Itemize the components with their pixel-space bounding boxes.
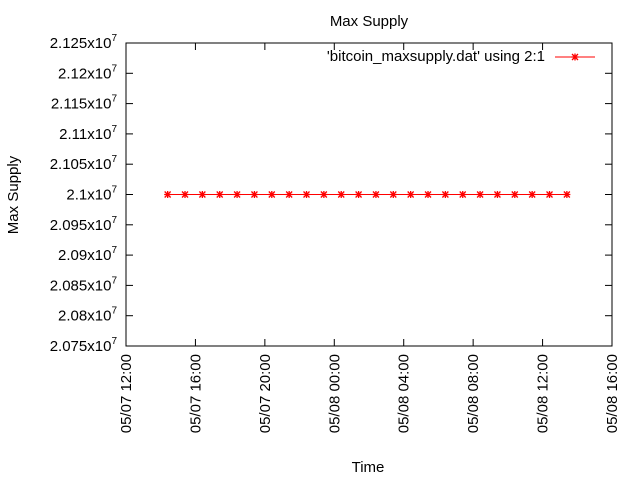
y-tick-label: 2.08x107	[58, 306, 117, 325]
series-layer	[164, 191, 571, 198]
y-tick-label: 2.11x107	[59, 124, 117, 143]
data-point	[164, 191, 172, 198]
y-tick-label: 2.09x107	[58, 245, 117, 264]
x-tick-label: 05/07 16:00	[187, 354, 204, 433]
data-point	[233, 191, 241, 198]
x-tick-label: 05/08 00:00	[326, 354, 343, 433]
x-tick-label: 05/08 04:00	[396, 354, 413, 433]
data-point	[355, 191, 363, 198]
legend-marker-sample	[571, 53, 579, 61]
y-tick-label: 2.1x107	[66, 185, 117, 204]
y-tick-label: 2.12x107	[58, 63, 117, 82]
y-axis-ticks: 2.075x107 2.08x107 2.085x107 2.09x107 2.095x…	[50, 33, 612, 355]
data-point	[528, 191, 536, 198]
y-tick-label: 2.115x107	[51, 94, 118, 113]
data-point	[493, 191, 501, 198]
y-tick-label: 2.075x107	[50, 336, 118, 355]
legend: 'bitcoin_maxsupply.dat' using 2:1	[327, 48, 595, 65]
y-tick-label: 2.095x107	[50, 215, 118, 234]
data-point	[181, 191, 189, 198]
data-point	[424, 191, 432, 198]
data-point	[198, 191, 206, 198]
data-point	[546, 191, 554, 198]
data-point	[476, 191, 484, 198]
y-axis-label: Max Supply	[5, 155, 22, 234]
data-point	[285, 191, 293, 198]
data-point	[250, 191, 258, 198]
y-tick-label: 2.085x107	[50, 275, 118, 294]
data-point	[320, 191, 328, 198]
x-tick-label: 05/08 12:00	[535, 354, 552, 433]
x-tick-label: 05/07 20:00	[257, 354, 274, 433]
x-tick-label: 05/07 12:00	[118, 354, 135, 433]
x-tick-label: 05/08 16:00	[604, 354, 621, 433]
data-point	[511, 191, 519, 198]
plot-frame	[125, 42, 613, 347]
x-axis-ticks: 05/07 12:00 05/07 16:00 05/07 20:00 05/08 0…	[118, 43, 621, 433]
x-axis-label: Time	[352, 459, 385, 476]
data-point	[372, 191, 380, 198]
data-point	[337, 191, 345, 198]
data-point	[459, 191, 467, 198]
data-point	[389, 191, 397, 198]
y-tick-label: 2.125x107	[50, 33, 118, 52]
data-point	[303, 191, 311, 198]
y-tick-label: 2.105x107	[50, 154, 118, 173]
data-point	[441, 191, 449, 198]
data-point	[563, 191, 571, 198]
data-point	[216, 191, 224, 198]
legend-label: 'bitcoin_maxsupply.dat' using 2:1	[327, 48, 545, 65]
data-point	[268, 191, 276, 198]
data-point	[407, 191, 415, 198]
x-tick-label: 05/08 08:00	[465, 354, 482, 433]
chart-title: Max Supply	[330, 13, 409, 30]
